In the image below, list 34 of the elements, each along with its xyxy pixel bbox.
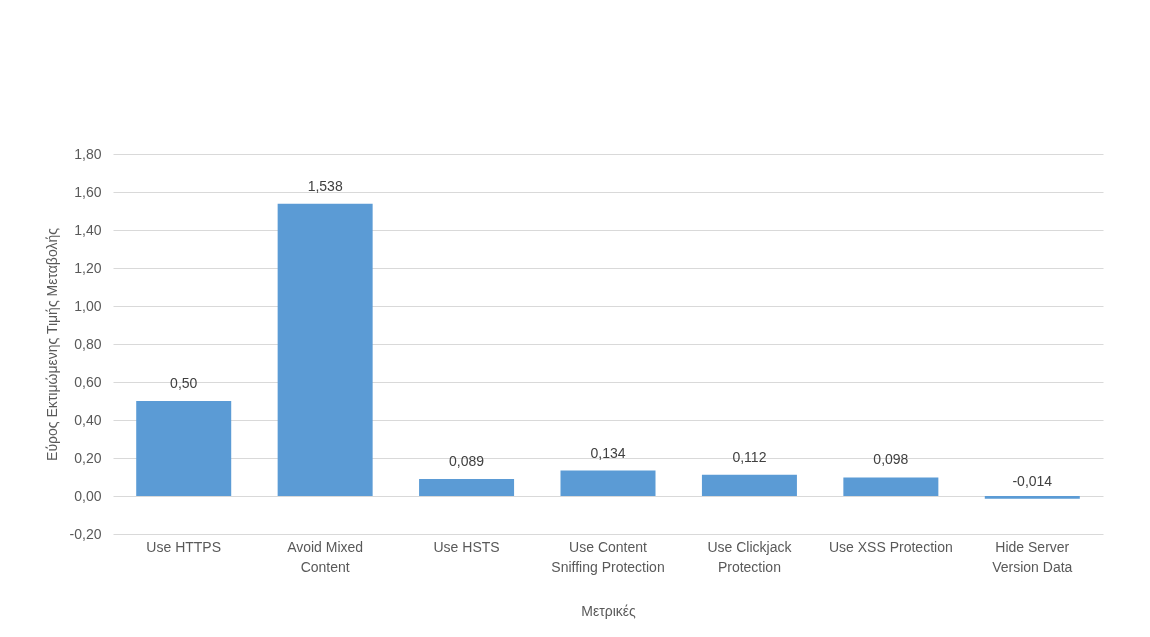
bar: [984, 496, 1080, 499]
y-tick-label: 1,80: [74, 145, 102, 162]
data-label: 0,134: [590, 444, 626, 461]
y-tick-label: 0,40: [74, 411, 102, 428]
data-label: 1,538: [307, 177, 343, 194]
x-tick-label: Use XSS Protection: [828, 538, 953, 555]
bar: [419, 479, 515, 496]
data-label: 0,50: [170, 375, 198, 391]
y-tick-label: 0,00: [74, 487, 102, 504]
data-label: 0,112: [732, 448, 767, 465]
data-label: -0,014: [1012, 472, 1053, 489]
x-tick-label: Use HSTS: [433, 538, 500, 555]
x-tick-label: Avoid Mixed Content: [287, 538, 364, 575]
y-axis-title: Εύρος Εκτιμώμενης Τιμής Μεταβολής: [43, 227, 60, 461]
x-tick-label: Use HTTPS: [146, 538, 222, 555]
y-tick-label: 0,80: [74, 335, 102, 352]
data-label: 0,098: [873, 451, 909, 468]
data-label: 0,089: [449, 453, 485, 470]
y-tick-label: 0,20: [74, 449, 102, 466]
bar: [843, 477, 939, 496]
x-tick-label: Use Clickjack Protection: [707, 538, 793, 575]
x-axis-title: Μετρικές: [581, 602, 636, 619]
y-tick-label: 1,00: [74, 297, 102, 314]
bar: [560, 470, 656, 496]
bar: [277, 203, 373, 496]
x-tick-label: Use Content Sniffing Protection: [551, 538, 665, 575]
bar: [701, 474, 797, 496]
y-tick-label: 0,60: [74, 373, 102, 390]
y-tick-label: 1,60: [74, 183, 102, 200]
y-tick-label: -0,20: [69, 525, 102, 542]
bar: [136, 401, 232, 496]
x-tick-label: Hide Server Version Data: [992, 538, 1073, 575]
y-tick-label: 1,20: [74, 259, 102, 276]
y-tick-label: 1,40: [74, 221, 102, 238]
